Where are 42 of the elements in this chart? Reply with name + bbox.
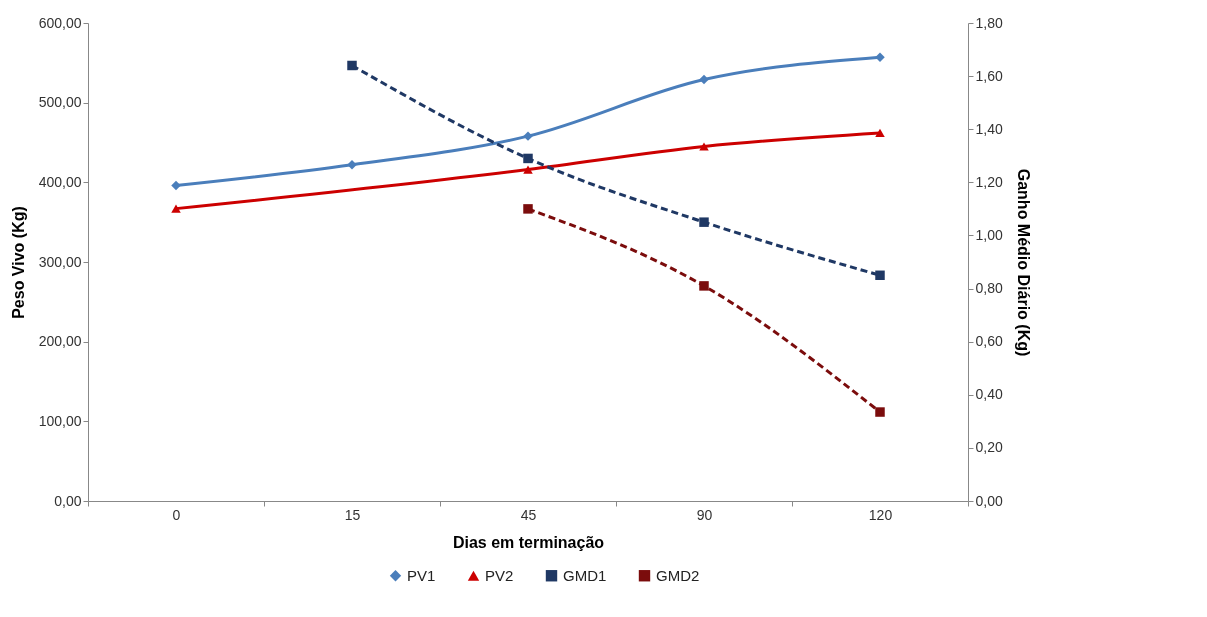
y2-tick-label: 1,40 [975, 120, 1003, 137]
y2-tick-label: 1,00 [975, 226, 1003, 243]
y-tick-label: 200,00 [38, 333, 82, 350]
legend-label: GMD1 [563, 566, 607, 584]
x-tick-label: 90 [696, 506, 713, 523]
y2-tick-label: 1,60 [975, 67, 1003, 84]
x-axis-title: Dias em terminação [452, 533, 605, 551]
x-tick-label: 120 [868, 506, 893, 523]
x-tick-label: 45 [520, 506, 537, 523]
point [171, 204, 181, 213]
point [347, 60, 357, 71]
point [699, 281, 709, 291]
point [699, 142, 709, 151]
y2-tick-label: 0,20 [975, 439, 1003, 456]
x-tick-label: 15 [344, 506, 361, 523]
y2-tick-label: 0,60 [975, 333, 1003, 350]
legend-label: PV2 [485, 566, 514, 584]
y-tick-label: 300,00 [38, 253, 82, 270]
y-tick-label: 500,00 [38, 94, 82, 111]
point [875, 128, 885, 138]
point [523, 204, 533, 214]
y2-tick-label: 1,80 [975, 14, 1003, 31]
legend-label: GMD2 [656, 566, 700, 584]
x-tick-label: 0 [172, 506, 181, 523]
legend-label: PV1 [407, 566, 436, 584]
y2-tick-label: 0,80 [975, 280, 1003, 297]
y2-tick-label: 0,40 [975, 386, 1003, 403]
y2-axis-title: Ganho Médio Diário (Kg) [1014, 168, 1032, 357]
point [875, 407, 885, 417]
y2-tick-label: 1,20 [975, 173, 1003, 190]
point [699, 74, 709, 85]
y-tick-label: 600,00 [38, 14, 82, 31]
point [171, 180, 181, 191]
point [523, 165, 533, 174]
point [699, 217, 709, 227]
y-tick-label: 0,00 [54, 492, 82, 509]
y-axis-title: Peso Vivo (Kg) [9, 206, 27, 319]
point [523, 153, 533, 164]
y-tick-label: 100,00 [38, 412, 82, 429]
y-tick-label: 400,00 [38, 173, 82, 190]
y2-tick-label: 0,00 [975, 492, 1003, 509]
point [875, 270, 885, 281]
